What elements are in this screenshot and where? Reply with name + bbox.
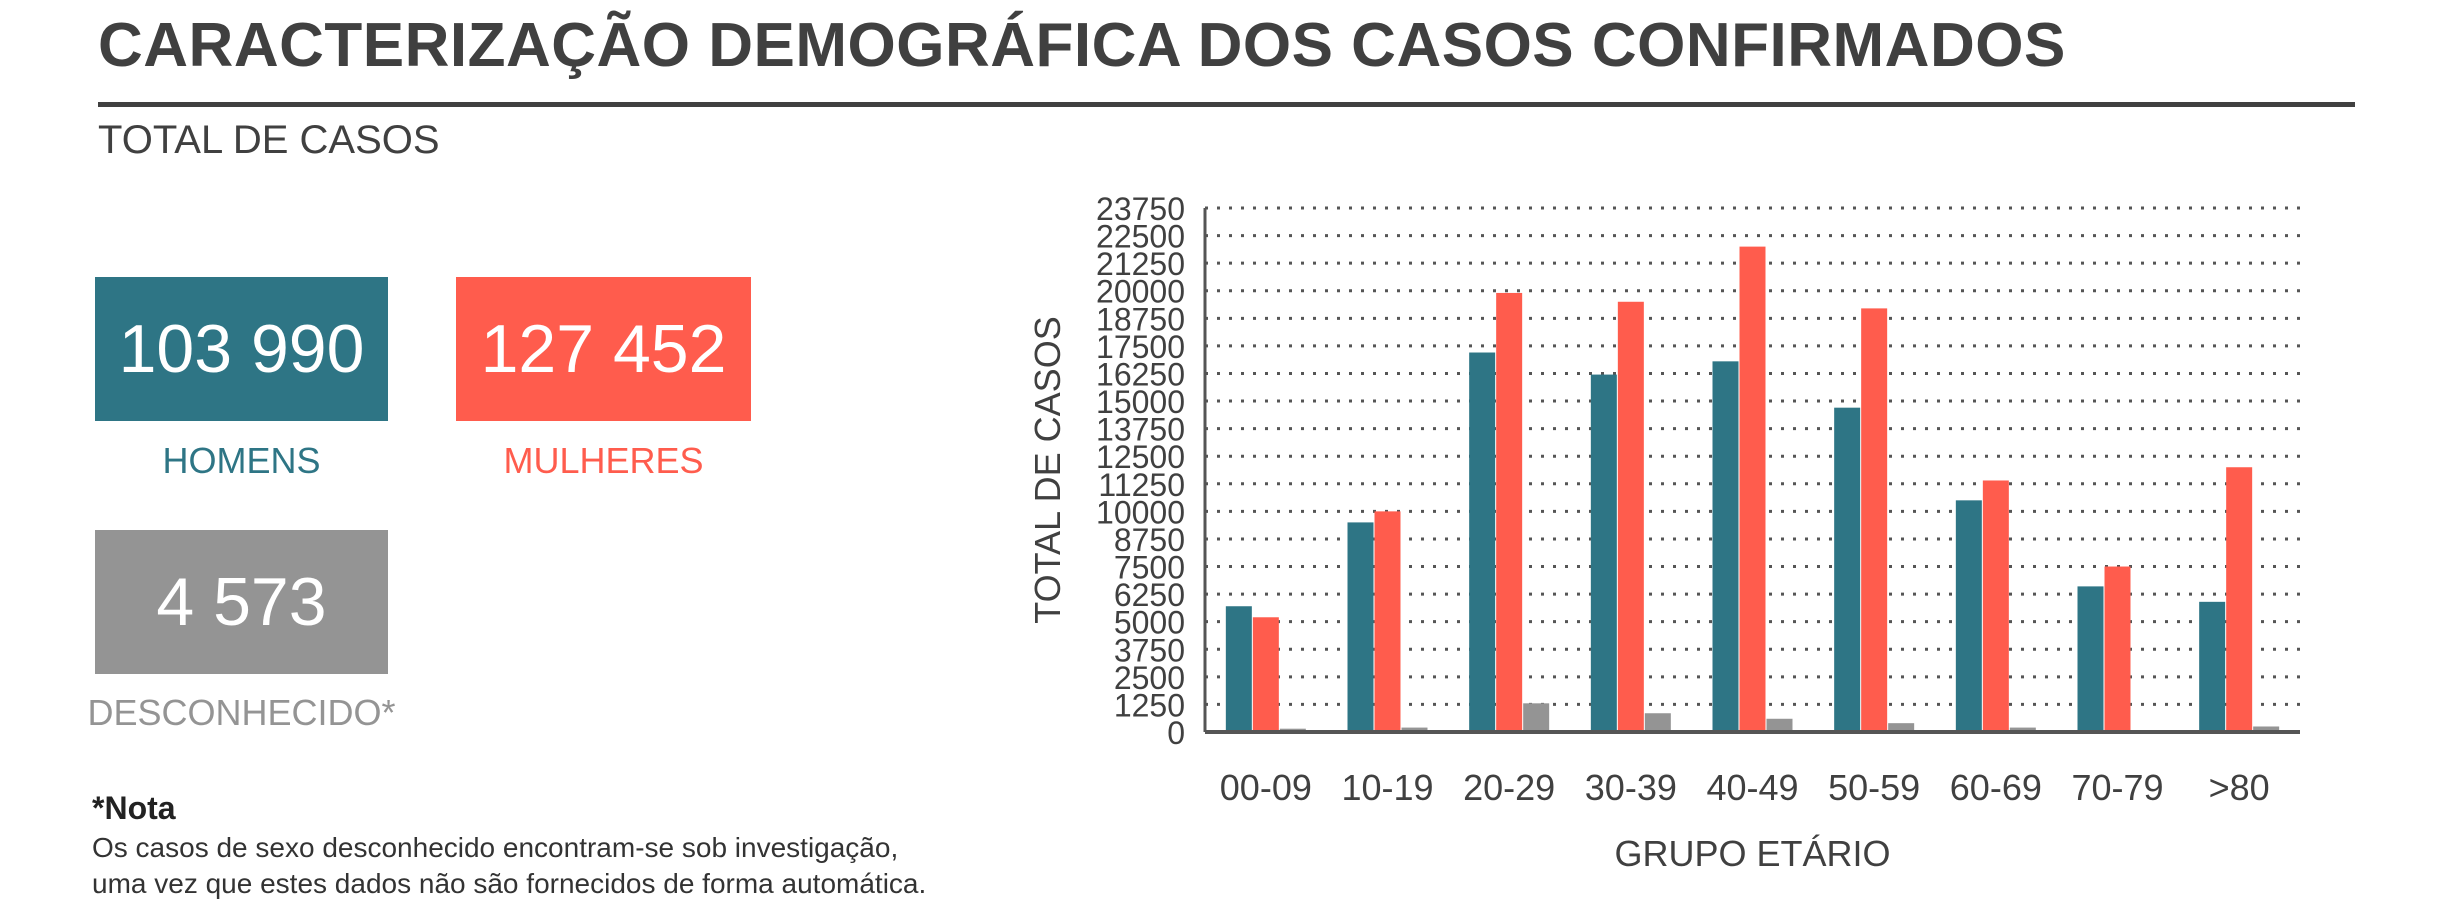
x-tick-label: 10-19 (1341, 767, 1433, 808)
title-divider (98, 102, 2355, 107)
men-total-box: 103 990 (95, 277, 388, 421)
y-tick-label: 16250 (1096, 356, 1185, 392)
bar (1469, 352, 1496, 732)
note-title: *Nota (92, 790, 176, 826)
bar (1766, 718, 1793, 732)
page-title: CARACTERIZAÇÃO DEMOGRÁFICA DOS CASOS CON… (98, 11, 2066, 80)
bar (2104, 566, 2131, 732)
y-tick-label: 0 (1167, 715, 1185, 751)
y-tick-label: 3750 (1114, 632, 1185, 668)
bar (2199, 601, 2226, 732)
bar (2226, 467, 2253, 732)
note-line: uma vez que estes dados não são fornecid… (92, 868, 927, 899)
bar (1739, 246, 1766, 732)
women-label: MULHERES (503, 440, 704, 481)
bar (1888, 723, 1915, 732)
x-tick-label: 40-49 (1706, 767, 1798, 808)
y-tick-label: 23750 (1096, 191, 1185, 227)
y-tick-label: 2500 (1114, 660, 1185, 696)
y-tick-label: 7500 (1114, 550, 1185, 586)
y-tick-label: 12500 (1096, 439, 1185, 475)
bar (1347, 522, 1374, 732)
y-tick-label: 5000 (1114, 605, 1185, 641)
y-tick-label: 18750 (1096, 301, 1185, 337)
bar (2009, 727, 2036, 732)
x-axis-title: GRUPO ETÁRIO (1614, 833, 1890, 874)
bar (1712, 361, 1739, 732)
bar (1496, 292, 1523, 732)
unknown-total-box: 4 573 (95, 530, 388, 674)
bar (1374, 511, 1401, 732)
unknown-label: DESCONHECIDO* (87, 692, 396, 733)
note-line: Os casos de sexo desconhecido encontram-… (92, 832, 899, 863)
x-tick-label: 60-69 (1950, 767, 2042, 808)
x-tick-label: 00-09 (1220, 767, 1312, 808)
y-axis-title: TOTAL DE CASOS (1027, 316, 1068, 623)
y-tick-label: 22500 (1096, 219, 1185, 255)
y-tick-label: 20000 (1096, 274, 1185, 310)
x-tick-label: 30-39 (1585, 767, 1677, 808)
women-total-box: 127 452 (456, 277, 751, 421)
y-tick-label: 11250 (1098, 467, 1185, 503)
y-tick-label: 21250 (1096, 246, 1185, 282)
x-tick-label: 70-79 (2071, 767, 2163, 808)
y-tick-label: 1250 (1114, 687, 1185, 723)
y-tick-label: 15000 (1096, 384, 1185, 420)
bar (1590, 374, 1617, 732)
bar (1982, 480, 2009, 732)
men-label: HOMENS (162, 440, 321, 481)
y-tick-label: 17500 (1096, 329, 1185, 365)
bar (1834, 407, 1861, 732)
x-tick-label: 20-29 (1463, 767, 1555, 808)
bar (1225, 606, 1252, 732)
y-tick-label: 8750 (1114, 522, 1185, 558)
x-tick-label: >80 (2209, 767, 2270, 808)
note-text: Os casos de sexo desconhecido encontram-… (92, 830, 926, 902)
y-tick-label: 6250 (1114, 577, 1185, 613)
x-tick-label: 50-59 (1828, 767, 1920, 808)
bar (1955, 500, 1982, 732)
bar (1401, 727, 1428, 732)
bar (1861, 308, 1888, 732)
bar (1252, 617, 1279, 732)
bar (2253, 726, 2280, 732)
bar (1617, 301, 1644, 732)
bar (1644, 713, 1671, 732)
y-tick-label: 10000 (1096, 494, 1185, 530)
bar (2077, 586, 2104, 732)
bar (1523, 703, 1550, 732)
y-tick-label: 13750 (1096, 412, 1185, 448)
section-subtitle: TOTAL DE CASOS (98, 118, 440, 162)
